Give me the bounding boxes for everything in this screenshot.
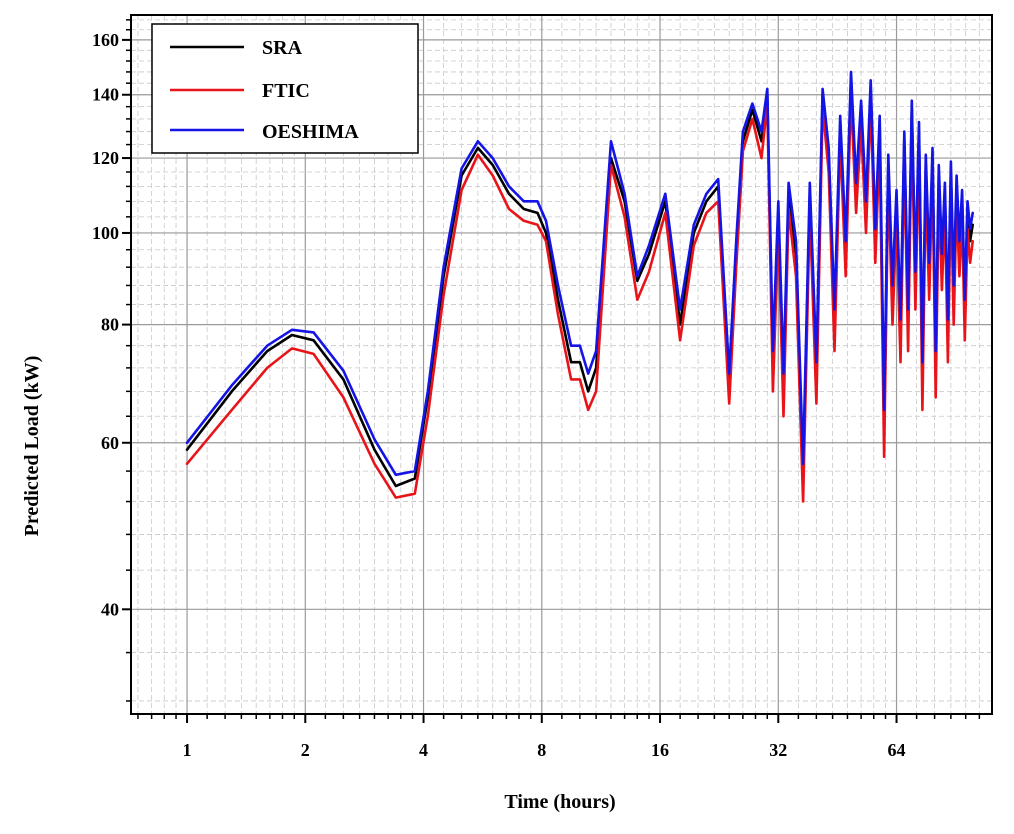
- x-tick-label: 16: [651, 740, 669, 760]
- x-tick-label: 64: [888, 740, 906, 760]
- legend-label-sra: SRA: [262, 37, 303, 59]
- legend-box: [151, 23, 419, 154]
- tick-labels: 1 2 4 8 16 32 64 40 60 80 100 120 140 160: [92, 30, 906, 760]
- y-tick-label: 80: [101, 315, 119, 335]
- x-axis-title: Time (hours): [504, 791, 615, 813]
- x-tick-label: 4: [419, 740, 428, 760]
- legend: SRA FTIC OESHIMA: [151, 23, 419, 154]
- x-tick-label: 8: [537, 740, 546, 760]
- x-tick-label: 2: [301, 740, 310, 760]
- tick-marks: [122, 19, 981, 723]
- y-tick-label: 160: [92, 30, 119, 50]
- series-layer: [185, 70, 974, 503]
- x-tick-label: 32: [769, 740, 787, 760]
- legend-label-ftic: FTIC: [262, 80, 310, 102]
- x-tick-label: 1: [183, 740, 192, 760]
- y-tick-label: 100: [92, 223, 119, 243]
- legend-label-oeshima: OESHIMA: [262, 121, 359, 143]
- y-tick-label: 140: [92, 85, 119, 105]
- y-tick-label: 120: [92, 148, 119, 168]
- y-tick-label: 60: [101, 433, 119, 453]
- series-line-oeshima: [185, 70, 974, 477]
- y-axis-title: Predicted Load (kW): [21, 356, 43, 537]
- y-tick-label: 40: [101, 599, 119, 619]
